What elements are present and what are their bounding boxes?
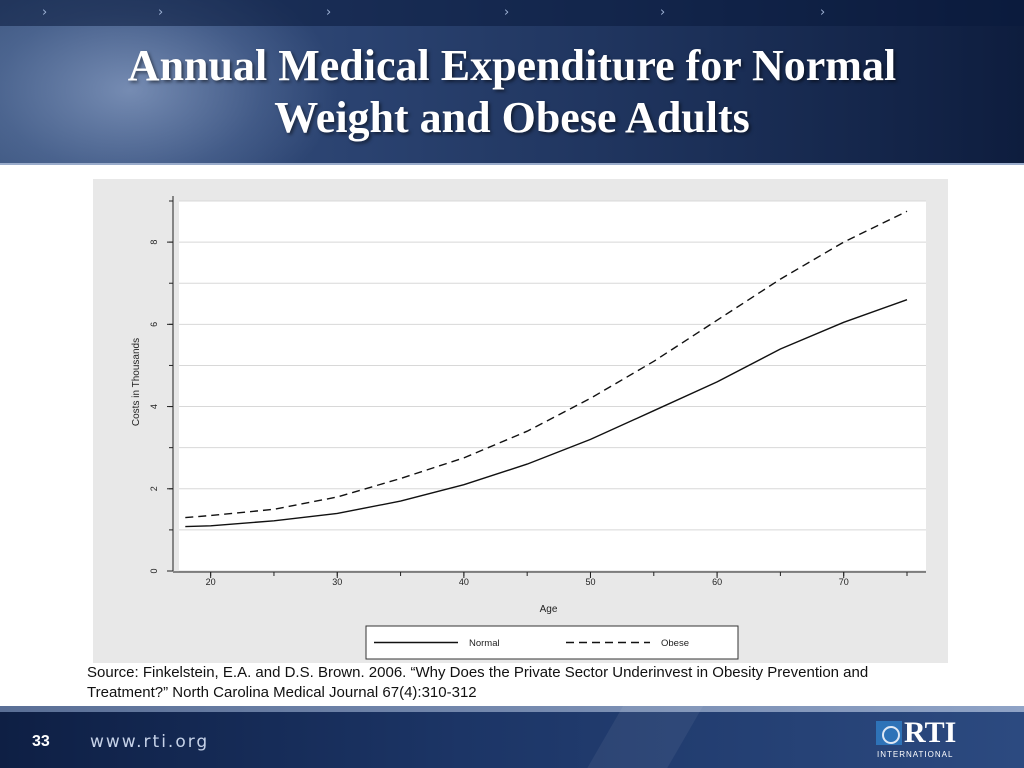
x-tick-label: 60: [712, 577, 722, 587]
source-line-2: Treatment?” North Carolina Medical Journ…: [87, 684, 477, 701]
y-axis-label: Costs in Thousands: [131, 338, 142, 426]
chevron-right-icon: ›: [158, 5, 164, 20]
slide-title-line-2: Weight and Obese Adults: [274, 93, 750, 142]
x-tick-label: 50: [585, 577, 595, 587]
rti-logo: RTI INTERNATIONAL: [876, 716, 961, 763]
legend-label-normal: Normal: [469, 638, 500, 649]
slide-header: › › › › › › Annual Medical Expenditure f…: [0, 0, 1024, 165]
series-line-normal: [185, 299, 908, 528]
y-tick-label: 4: [149, 404, 159, 409]
expenditure-line-chart: 0 2 4 6 8 Costs in Thousands 20 30 40 50 60 70 Age No…: [131, 196, 926, 660]
x-tick-label: 20: [206, 577, 216, 587]
chevron-right-icon: ›: [820, 5, 826, 20]
plot-area: [179, 201, 926, 571]
chevron-right-icon: ›: [660, 5, 666, 20]
website-url: www.rti.org: [90, 732, 210, 752]
legend-label-obese: Obese: [661, 638, 689, 649]
y-tick-label: 6: [149, 322, 159, 327]
chevron-right-icon: ›: [326, 5, 332, 20]
x-tick-label: 40: [459, 577, 469, 587]
footer-stripe: [0, 706, 1024, 712]
slide-title: Annual Medical Expenditure for Normal We…: [0, 40, 1024, 144]
header-divider: [0, 163, 1024, 165]
slide-number: 33: [32, 733, 50, 750]
source-citation: Source: Finkelstein, E.A. and D.S. Brown…: [87, 663, 987, 703]
footer-decoration: [565, 706, 715, 768]
rti-logo-text: RTI: [904, 716, 957, 749]
chevron-right-icon: ›: [42, 5, 48, 20]
series-line-obese: [185, 210, 908, 519]
x-tick-label: 70: [839, 577, 849, 587]
slide-title-line-1: Annual Medical Expenditure for Normal: [127, 41, 897, 90]
rti-logo-subtext: INTERNATIONAL: [877, 750, 954, 759]
y-tick-label: 2: [149, 486, 159, 491]
slide-footer: 33 www.rti.org RTI INTERNATIONAL: [0, 706, 1024, 768]
header-top-band: [0, 0, 1024, 26]
y-tick-label: 8: [149, 240, 159, 245]
x-axis-label: Age: [540, 604, 558, 615]
source-line-1: Source: Finkelstein, E.A. and D.S. Brown…: [87, 664, 869, 681]
x-tick-label: 30: [332, 577, 342, 587]
chevron-right-icon: ›: [504, 5, 510, 20]
header-globe-glow: [0, 0, 340, 165]
y-tick-label: 0: [149, 568, 159, 573]
rti-logo-mark-icon: [876, 721, 902, 745]
